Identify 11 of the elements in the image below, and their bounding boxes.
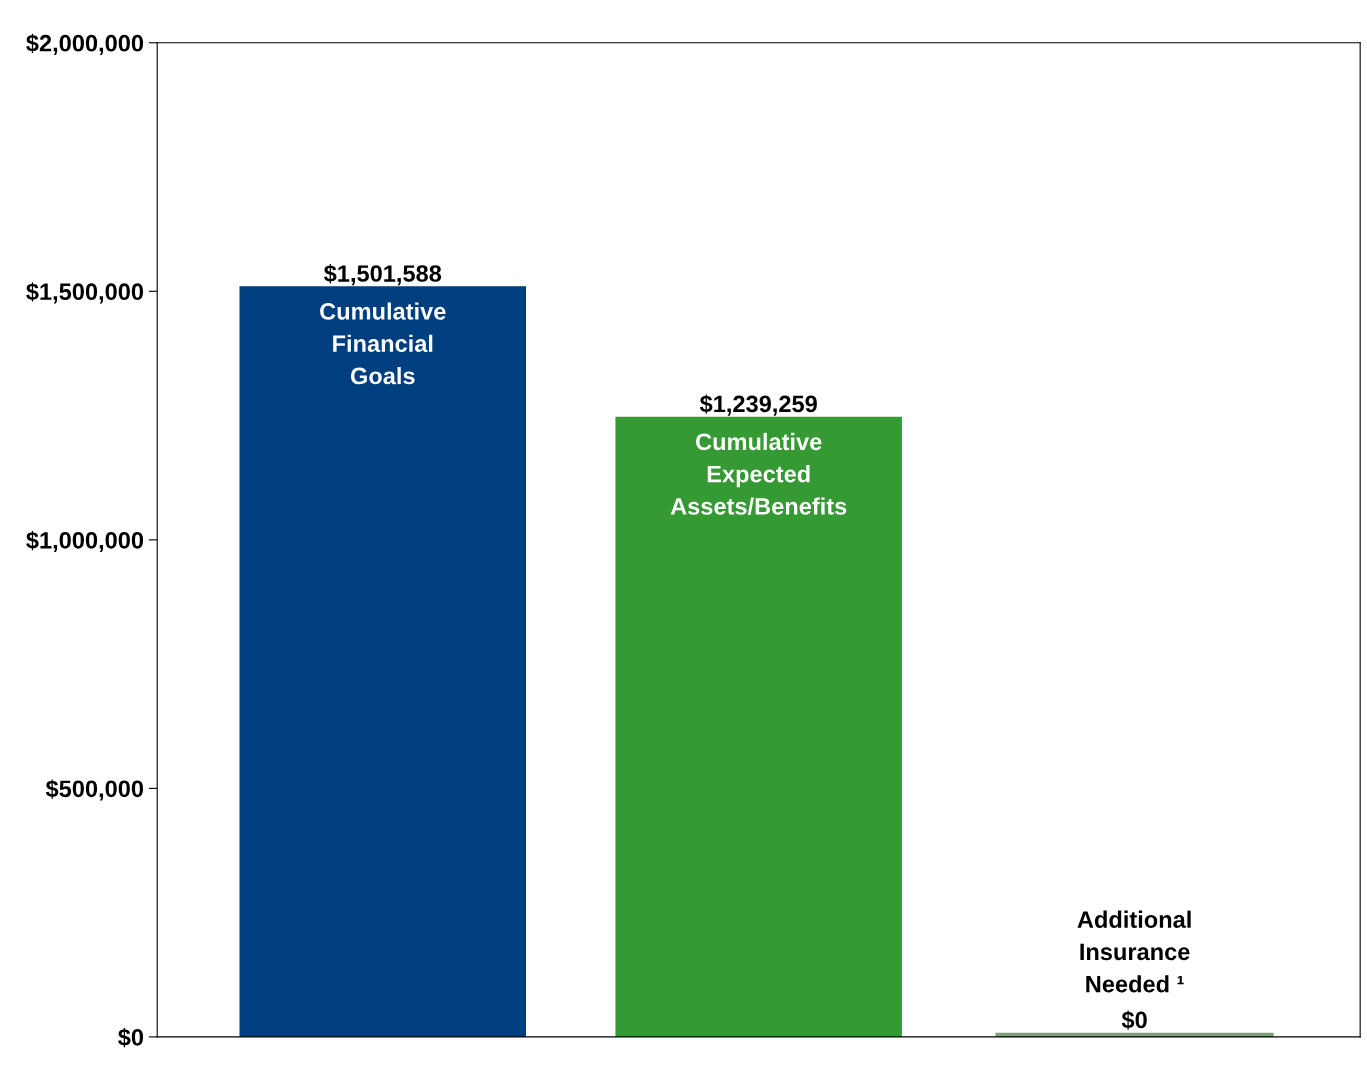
x-tick-label: Additional Insurance Needed ¹ [1077, 910, 1191, 993]
y-tick-label: $500,000 [45, 779, 144, 801]
data-label: $1,501,588 [323, 264, 442, 286]
data-label: $1,239,259 [699, 394, 817, 416]
y-tick-label: $0 [118, 1027, 144, 1048]
y-tick-label: $1,500,000 [26, 282, 144, 304]
x-tick-label: Cumulative Expected Assets/Benefits [670, 432, 847, 515]
y-tick-label: $1,000,000 [26, 530, 144, 553]
data-label: $0 [1121, 1010, 1147, 1030]
x-tick-label: Cumulative Financial Goals [320, 302, 446, 385]
y-tick-label: $2,000,000 [26, 33, 144, 55]
